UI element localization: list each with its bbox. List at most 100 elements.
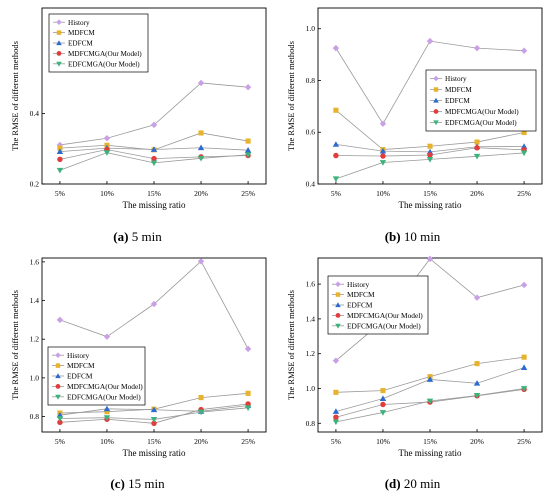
legend-label: EDFCM: [67, 372, 93, 381]
y-tick-label: 0.8: [30, 412, 40, 421]
data-point: [333, 107, 339, 113]
data-point: [57, 419, 63, 426]
data-point: [379, 120, 387, 127]
data-point: [56, 416, 64, 422]
data-point: [474, 145, 480, 151]
legend-label: MDFCMGA(Our Model): [445, 108, 519, 116]
legend-marker: [433, 75, 439, 82]
series-edfcmga: [332, 386, 528, 426]
data-point: [426, 157, 434, 163]
data-point: [197, 409, 205, 416]
series-history: [56, 79, 252, 149]
y-tick-label: 0.4: [306, 180, 316, 189]
data-point: [379, 395, 387, 401]
data-point: [332, 419, 340, 426]
data-point: [197, 258, 205, 265]
legend-box: [425, 69, 537, 132]
data-point: [150, 146, 158, 152]
y-tick-label: 1.0: [306, 24, 316, 33]
legend-label: EDFCMGA(Our Model): [67, 392, 141, 401]
data-point: [520, 364, 528, 371]
data-point: [245, 401, 251, 407]
chart-2: 5% 10% 15% 20% 25% 0.4 0.6 0.8 1.0 The missing ra…: [286, 7, 543, 210]
legend-marker: [55, 363, 61, 368]
caption-d: (d) 20 min: [275, 476, 550, 492]
legend-marker: [433, 109, 439, 114]
legend-label: EDFCM: [68, 40, 93, 48]
series-edfcmga: [56, 150, 252, 174]
data-point: [150, 160, 158, 167]
legend-label: EDFCM: [445, 97, 470, 105]
data-point: [103, 333, 111, 340]
series-history: [56, 258, 252, 353]
legend-marker: [433, 87, 439, 92]
legend-label: MDFCMGA(Our Model): [68, 50, 142, 58]
y-tick-label: 0.6: [306, 128, 316, 137]
data-point: [333, 389, 339, 395]
legend-label: MDFCMGA(Our Model): [67, 382, 143, 391]
legend-marker: [55, 373, 61, 379]
data-point: [379, 147, 387, 154]
data-point: [56, 167, 64, 174]
data-point: [333, 152, 339, 159]
data-point: [520, 143, 528, 149]
caption-b: (b) 10 min: [275, 229, 550, 245]
legend-marker: [433, 120, 439, 126]
data-point: [103, 135, 111, 142]
data-point: [426, 376, 434, 382]
chart-1: 5% 10% 15% 20% 25% 0.2 0.4 The missing ratio The…: [10, 7, 267, 210]
series-line: [59, 82, 249, 146]
data-point: [103, 405, 111, 412]
data-point: [150, 121, 158, 129]
legend-label: MDFCM: [347, 290, 375, 299]
chart-4: 5% 10% 15% 20% 25% 0.8 1.0 1.2 1.4 1.6 The missing…: [286, 255, 543, 458]
legend-marker: [335, 323, 341, 329]
legend-marker: [56, 30, 62, 35]
series-mdfcm: [333, 354, 527, 395]
y-tick-label: 1.0: [30, 373, 40, 382]
legend-marker: [55, 394, 61, 400]
data-point: [244, 84, 252, 91]
y-axis-label: The RMSE of different methods: [10, 290, 20, 400]
x-tick-label: 25%: [517, 189, 531, 198]
y-tick-label: 0.2: [30, 180, 40, 189]
caption-text: 15 min: [128, 476, 165, 491]
x-tick-label: 20%: [194, 437, 208, 446]
x-tick-label: 25%: [241, 437, 255, 446]
data-point: [380, 401, 386, 408]
legend-box: [48, 13, 149, 73]
legend-marker: [433, 97, 439, 103]
legend-marker: [56, 61, 62, 67]
x-tick-label: 20%: [470, 437, 484, 446]
data-point: [103, 415, 111, 421]
data-point: [474, 361, 480, 367]
data-point: [103, 150, 111, 156]
x-axis-label: The missing ratio: [399, 448, 462, 458]
data-point: [150, 417, 158, 423]
y-tick-label: 0.4: [30, 109, 40, 118]
data-point: [380, 388, 386, 394]
legend-label: EDFCM: [347, 301, 373, 310]
caption-letter: (a): [113, 229, 129, 244]
x-tick-label: 10%: [376, 437, 390, 446]
x-tick-label: 10%: [376, 189, 390, 198]
legend-label: MDFCMGA(Our Model): [347, 311, 423, 320]
data-point: [245, 390, 251, 396]
data-point: [379, 160, 387, 166]
data-point: [333, 414, 339, 420]
legend-marker: [335, 281, 341, 287]
data-point: [426, 255, 434, 263]
y-axis-label: The RMSE of different methods: [286, 290, 296, 400]
data-point: [332, 44, 340, 52]
data-point: [56, 148, 64, 155]
data-point: [150, 406, 158, 413]
caption-text: 20 min: [403, 476, 441, 491]
data-point: [244, 152, 252, 158]
data-point: [379, 410, 387, 416]
legend-label: History: [67, 351, 89, 360]
data-point: [473, 393, 481, 399]
